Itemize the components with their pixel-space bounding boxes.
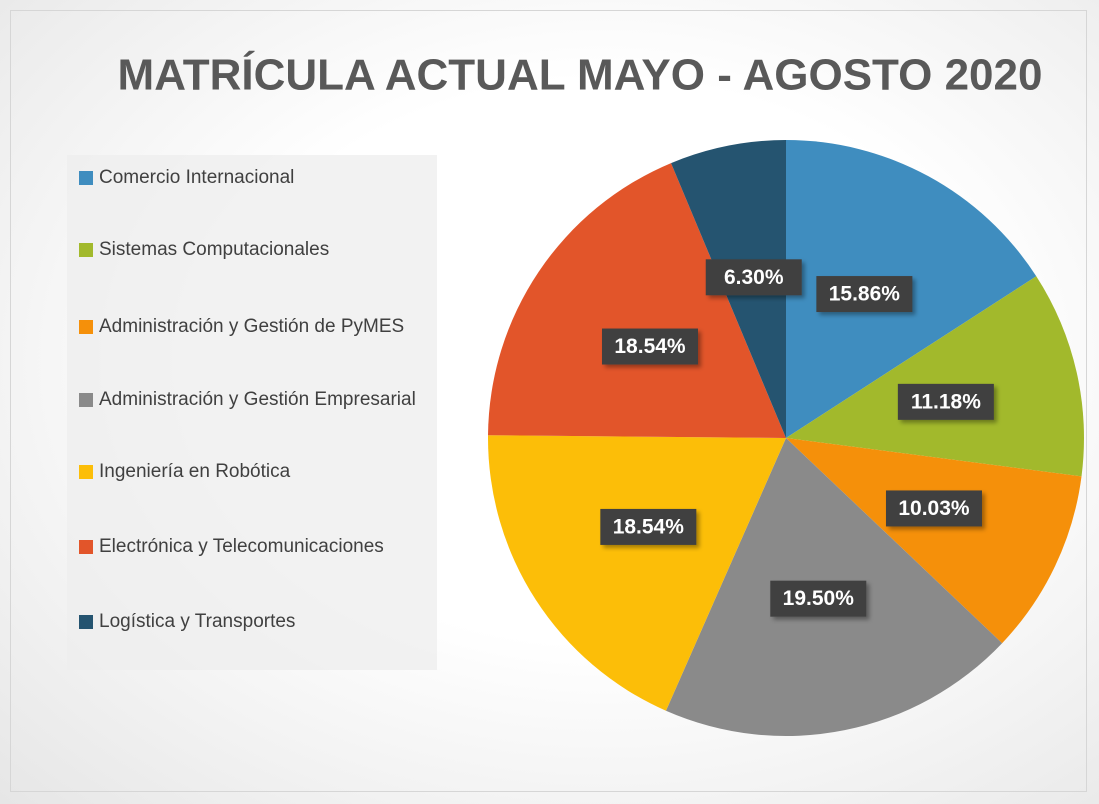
legend-label: Electrónica y Telecomunicaciones bbox=[99, 536, 384, 557]
data-label: 18.54% bbox=[613, 515, 685, 538]
chart-title: MATRÍCULA ACTUAL MAYO - AGOSTO 2020 bbox=[118, 50, 1043, 100]
legend-label: Administración y Gestión de PyMES bbox=[99, 316, 405, 337]
legend-label: Sistemas Computacionales bbox=[99, 239, 330, 260]
legend-swatch bbox=[79, 171, 93, 185]
data-label: 6.30% bbox=[724, 266, 784, 289]
legend-label: Comercio Internacional bbox=[99, 167, 295, 188]
data-label: 10.03% bbox=[898, 497, 970, 520]
legend-swatch bbox=[79, 320, 93, 334]
legend-swatch bbox=[79, 540, 93, 554]
legend: Comercio Internacional Sistemas Computaci… bbox=[67, 155, 437, 670]
label-box bbox=[705, 259, 802, 296]
legend-item: Sistemas Computacionales bbox=[79, 236, 424, 264]
label-box bbox=[885, 490, 982, 527]
legend-item: Electrónica y Telecomunicaciones bbox=[79, 533, 424, 561]
legend-item: Administración y Gestión de PyMES bbox=[79, 313, 424, 341]
label-box bbox=[816, 276, 913, 313]
legend-swatch bbox=[79, 393, 93, 407]
data-label: 18.54% bbox=[614, 335, 686, 358]
data-label: 19.50% bbox=[783, 587, 855, 610]
legend-swatch bbox=[79, 615, 93, 629]
legend-item: Administración y Gestión Empresarial bbox=[79, 386, 424, 414]
legend-label: Administración y Gestión Empresarial bbox=[99, 389, 416, 410]
chart-frame bbox=[10, 10, 1087, 792]
label-box bbox=[897, 383, 994, 420]
pie-slice bbox=[488, 163, 786, 438]
legend-item: Ingeniería en Robótica bbox=[79, 458, 424, 486]
pie-slice bbox=[786, 438, 1082, 644]
data-label: 11.18% bbox=[911, 390, 981, 413]
pie-slice bbox=[786, 276, 1085, 477]
label-box bbox=[601, 328, 698, 365]
legend-label: Ingeniería en Robótica bbox=[99, 461, 291, 482]
legend-swatch bbox=[79, 243, 93, 257]
legend-label: Logística y Transportes bbox=[99, 611, 296, 632]
data-label: 15.86% bbox=[829, 283, 901, 306]
legend-item: Logística y Transportes bbox=[79, 608, 424, 636]
legend-swatch bbox=[79, 465, 93, 479]
label-box bbox=[600, 508, 697, 545]
pie-slice bbox=[487, 435, 786, 711]
label-box bbox=[770, 580, 867, 617]
legend-item: Comercio Internacional bbox=[79, 164, 424, 192]
